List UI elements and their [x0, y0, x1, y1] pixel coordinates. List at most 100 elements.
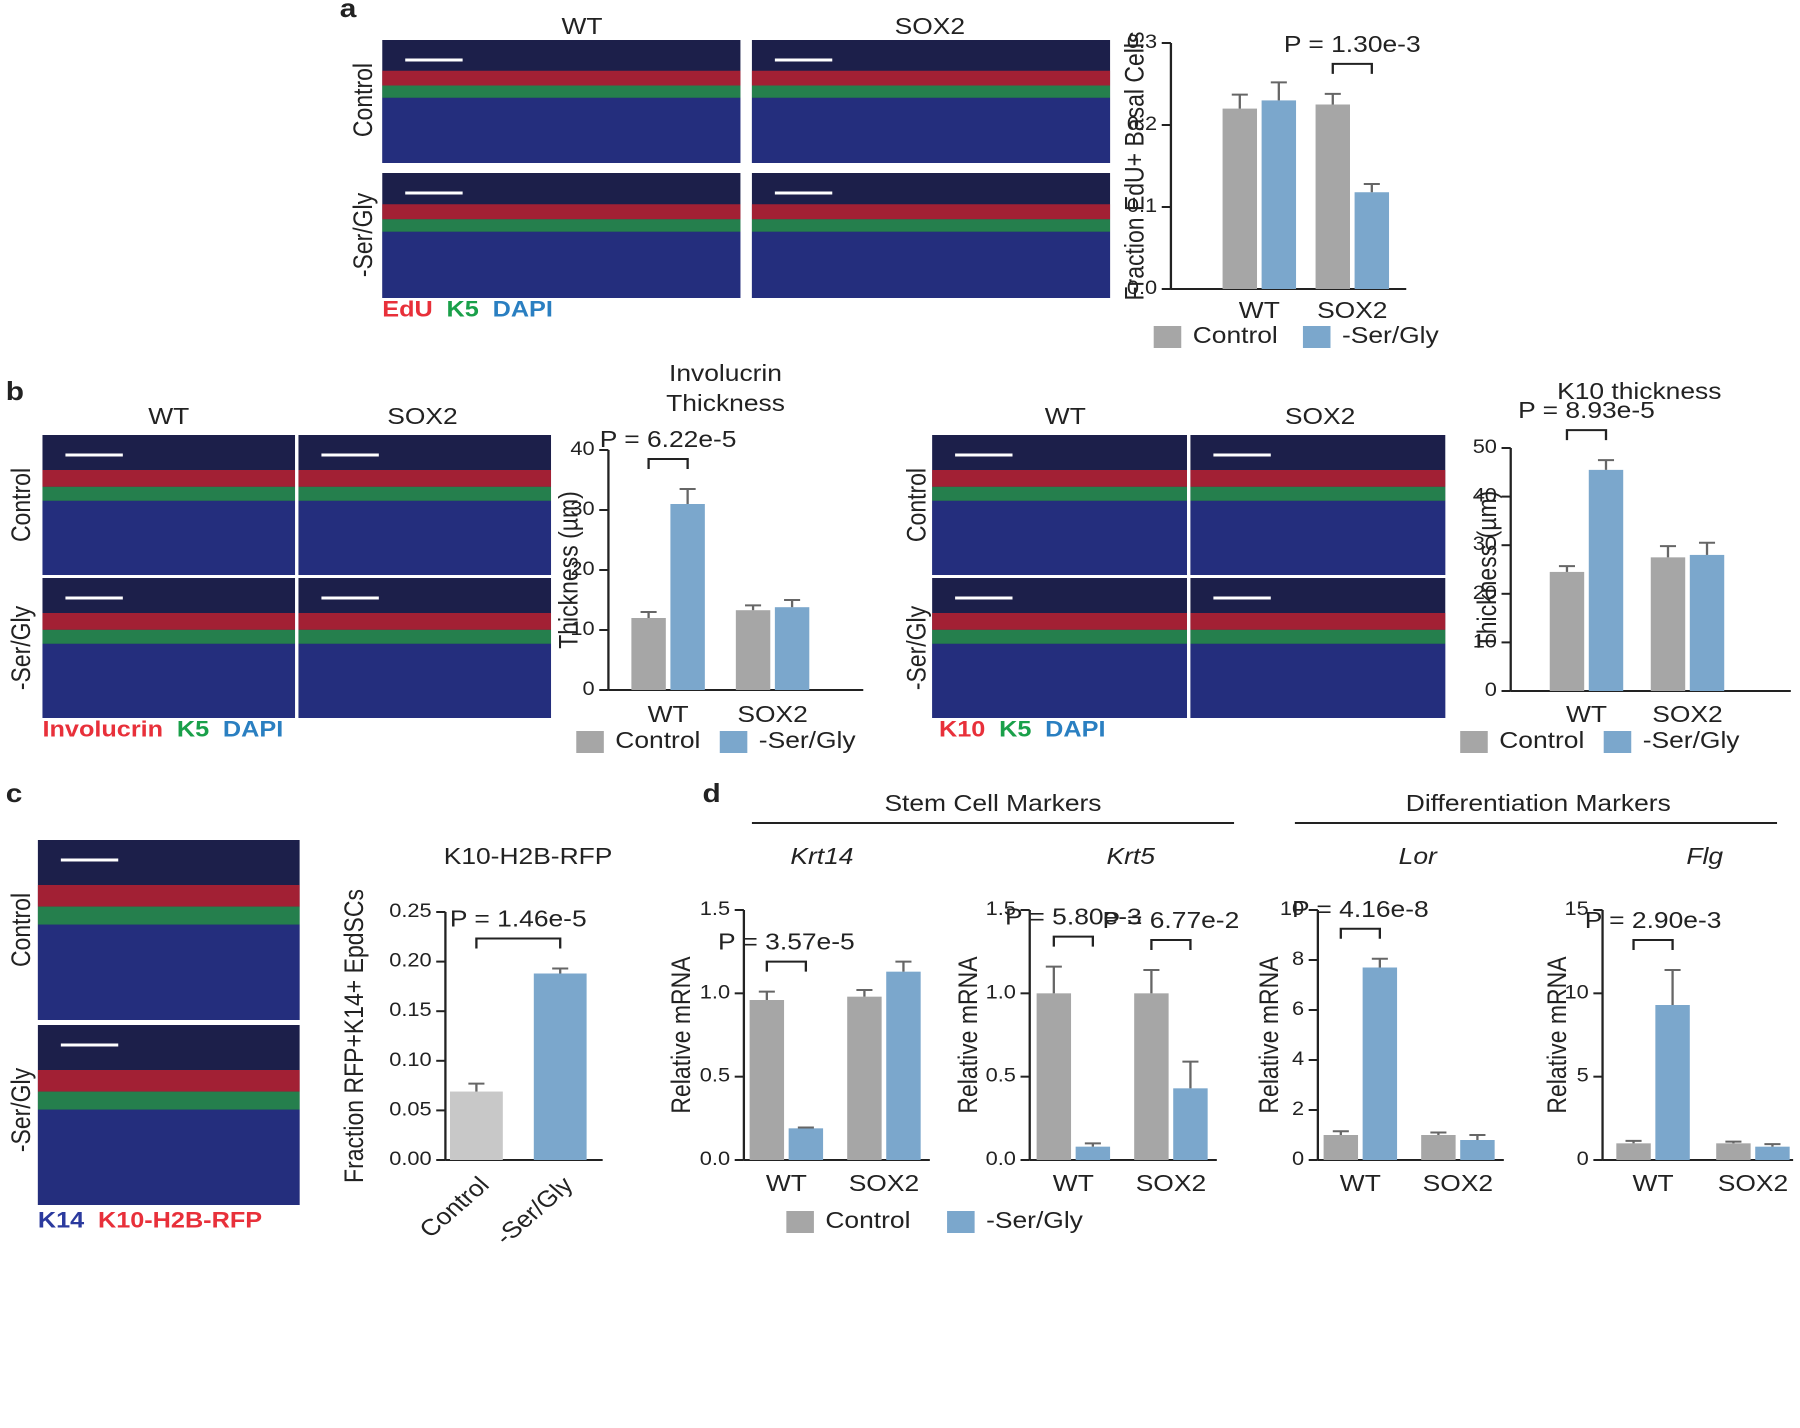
- y-tick-label: 0.10: [389, 1049, 431, 1070]
- y-tick-label: 1.0: [986, 982, 1016, 1003]
- p-value: P = 1.30e-3: [1284, 32, 1421, 57]
- bar: [788, 1128, 824, 1160]
- row-label: Control: [8, 893, 37, 967]
- chart-title: K10-H2B-RFP: [444, 845, 613, 870]
- y-axis-label: Thickness (µm): [1473, 491, 1502, 649]
- tissue-layer: [382, 70, 741, 86]
- bar: [1354, 192, 1390, 289]
- significance-bracket: [765, 960, 808, 972]
- y-tick-label: 0: [1292, 1148, 1304, 1169]
- x-tick-label: SOX2: [1718, 1172, 1788, 1197]
- bar: [1616, 1143, 1651, 1160]
- stain-name: K5: [177, 718, 209, 742]
- y-tick-label: 0.5: [986, 1065, 1016, 1086]
- bar: [1588, 469, 1624, 691]
- y-tick-label: 5: [1577, 1065, 1589, 1086]
- bar: [1362, 967, 1398, 1160]
- tissue-layer: [298, 613, 552, 630]
- significance-bracket: [647, 458, 689, 469]
- y-tick-label: 0.25: [389, 900, 431, 921]
- legend-label: Control: [1499, 729, 1584, 754]
- bar: [1323, 1135, 1359, 1160]
- chart-title: Flg: [1686, 845, 1723, 870]
- y-tick-label: 0: [1485, 679, 1497, 700]
- bar: [1315, 104, 1350, 289]
- p-value: P = 4.16e-8: [1292, 897, 1429, 922]
- stain-name: DAPI: [223, 718, 283, 742]
- y-axis-label: Thickness (µm): [555, 491, 584, 649]
- y-tick-label: 40: [570, 438, 594, 459]
- column-label: WT: [561, 15, 602, 40]
- panel-letter: a: [340, 0, 357, 22]
- tissue-layer: [932, 629, 1187, 644]
- tissue-layer: [751, 85, 1111, 98]
- tissue-layer: [382, 97, 741, 163]
- tissue-layer: [382, 231, 741, 298]
- y-tick-label: 10: [570, 618, 594, 639]
- bar: [670, 504, 705, 690]
- stain-name: K10: [939, 718, 985, 742]
- p-value: P = 3.57e-5: [718, 930, 855, 955]
- legend-label: Control: [1193, 324, 1278, 349]
- legend-label: -Ser/Gly: [986, 1209, 1083, 1234]
- stain-legend: EdU K5 DAPI: [382, 298, 553, 322]
- bar: [631, 618, 666, 690]
- y-axis-label: Relative mRNA: [668, 956, 697, 1114]
- chart-title: Krt14: [790, 845, 853, 870]
- y-tick-label: 10: [1473, 631, 1497, 652]
- tissue-layer: [37, 924, 300, 1020]
- bar: [533, 973, 587, 1160]
- significance-bracket: [1339, 927, 1381, 939]
- y-tick-label: 15: [1565, 898, 1589, 919]
- chart-title: Involucrin: [669, 362, 782, 387]
- legend-label: -Ser/Gly: [759, 729, 856, 754]
- row-label: -Ser/Gly: [8, 605, 37, 690]
- bar: [749, 1000, 785, 1160]
- tissue-layer: [298, 500, 552, 575]
- tissue-layer: [1190, 470, 1446, 487]
- legend-label: Control: [615, 729, 700, 754]
- x-tick-label: Control: [415, 1173, 496, 1243]
- bar: [886, 971, 921, 1160]
- row-label: -Ser/Gly: [350, 192, 379, 277]
- tissue-layer: [1190, 629, 1446, 644]
- row-label: Control: [903, 468, 932, 542]
- bar: [1650, 557, 1686, 691]
- tissue-layer: [382, 219, 741, 232]
- stain-name: K5: [999, 718, 1031, 742]
- row-label: -Ser/Gly: [903, 605, 932, 690]
- y-tick-label: 10: [1280, 898, 1304, 919]
- y-tick-label: 20: [1473, 582, 1497, 603]
- column-label: WT: [1045, 405, 1086, 430]
- stain-name: K14: [38, 1209, 85, 1233]
- panel-letter: b: [6, 377, 24, 406]
- tissue-layer: [751, 97, 1111, 163]
- x-tick-label: -Ser/Gly: [490, 1172, 579, 1250]
- y-tick-label: 0.0: [986, 1148, 1016, 1169]
- p-value: P = 2.90e-3: [1585, 909, 1722, 934]
- bar: [1421, 1135, 1456, 1160]
- legend-swatch: [1460, 731, 1488, 753]
- tissue-layer: [298, 470, 552, 487]
- y-tick-label: 1.5: [986, 898, 1016, 919]
- significance-bracket: [1052, 935, 1095, 947]
- y-tick-label: 0.1: [1127, 195, 1157, 216]
- tissue-layer: [37, 1070, 300, 1092]
- y-tick-label: 10: [1565, 982, 1589, 1003]
- y-tick-label: 0: [1577, 1148, 1589, 1169]
- y-tick-label: 0.5: [700, 1065, 730, 1086]
- legend-swatch: [719, 731, 748, 753]
- p-value: P = 6.77e-2: [1103, 909, 1240, 934]
- y-tick-label: 0.0: [700, 1148, 730, 1169]
- y-tick-label: 2: [1292, 1098, 1304, 1119]
- x-tick-label: WT: [1053, 1172, 1094, 1197]
- tissue-layer: [932, 643, 1187, 718]
- significance-bracket: [475, 937, 562, 949]
- y-tick-label: 30: [570, 498, 594, 519]
- legend-label: -Ser/Gly: [1643, 729, 1740, 754]
- tissue-layer: [932, 500, 1187, 575]
- x-tick-label: WT: [1633, 1172, 1674, 1197]
- row-label: Control: [8, 468, 37, 542]
- p-value: P = 5.80e-3: [1005, 905, 1142, 930]
